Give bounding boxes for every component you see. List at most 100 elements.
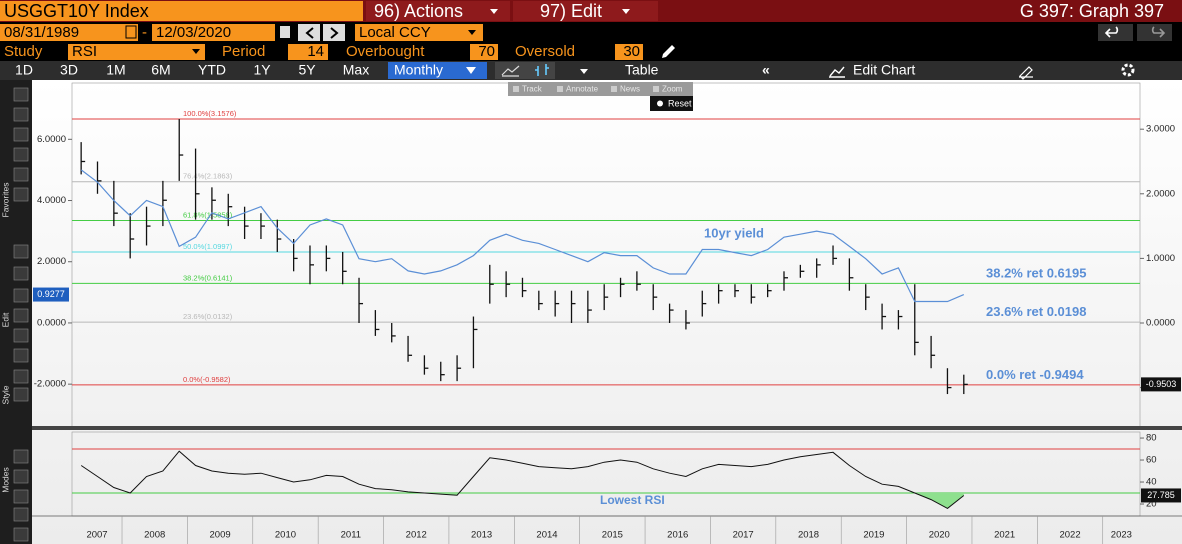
graph-title: G 397: Graph 397 <box>1020 1 1164 21</box>
retracement-label: 50.0%(1.0997) <box>183 242 233 251</box>
yield-line <box>80 169 965 303</box>
sidebar-icon[interactable] <box>13 449 29 464</box>
x-tick-label: 2020 <box>929 530 950 541</box>
sidebar-icon[interactable] <box>13 167 29 182</box>
sidebar-label: Modes <box>0 467 10 493</box>
dropdown-arrow <box>622 9 630 14</box>
period-label: Period <box>222 43 265 60</box>
dropdown-arrow <box>490 9 498 14</box>
x-tick-label: 2022 <box>1059 530 1080 541</box>
tool-icon <box>513 86 519 92</box>
y2-tick-label: 2.0000 <box>1146 188 1175 199</box>
sidebar-icon[interactable] <box>13 489 29 504</box>
x-tick-label: 2009 <box>210 530 231 541</box>
period: 14 <box>307 43 324 60</box>
range-button[interactable]: YTD <box>198 62 226 78</box>
x-tick-label: 2012 <box>406 530 427 541</box>
rsi-line <box>80 450 965 509</box>
pencil-icon[interactable] <box>662 45 675 58</box>
y-tick-label: 6.0000 <box>37 134 66 145</box>
calendar-icon[interactable] <box>280 26 290 38</box>
retracement-annotation: 38.2% ret 0.6195 <box>986 265 1086 280</box>
tool-button[interactable]: News <box>620 85 640 94</box>
retracement-label: 38.2%(0.6141) <box>183 273 233 282</box>
sidebar-icon[interactable] <box>13 328 29 343</box>
tool-button[interactable]: Annotate <box>566 85 599 94</box>
series-annotation: 10yr yield <box>704 225 764 240</box>
start-date: 08/31/1989 <box>4 24 79 41</box>
line-icon <box>501 65 520 77</box>
tool-button[interactable]: Zoom <box>662 85 683 94</box>
sidebar-label: Favorites <box>0 183 10 218</box>
draw-icon[interactable] <box>1019 66 1033 80</box>
next-button[interactable] <box>323 24 345 41</box>
sidebar-icon[interactable] <box>13 87 29 102</box>
sidebar-icon[interactable] <box>13 244 29 259</box>
period-box[interactable] <box>288 44 328 60</box>
date-bar <box>0 22 1182 42</box>
sidebar-icon[interactable] <box>13 348 29 363</box>
range-button[interactable]: 3D <box>60 62 78 78</box>
x-tick-label: 2013 <box>471 530 492 541</box>
rsi-tick-label: 40 <box>1146 477 1157 488</box>
y2-tick-label: 3.0000 <box>1146 124 1175 135</box>
start-date-box[interactable] <box>0 24 138 41</box>
actions-label: 96) Actions <box>374 1 463 21</box>
edit-button[interactable] <box>513 1 658 21</box>
current-value-box <box>1141 488 1181 503</box>
range-button[interactable]: 5Y <box>298 62 316 78</box>
frequency: Monthly <box>394 62 443 78</box>
y2-tick-label: 0.0000 <box>1146 318 1175 329</box>
table-button[interactable]: Table <box>625 62 659 78</box>
overbought: 70 <box>478 43 495 60</box>
sidebar-icon[interactable] <box>13 187 29 202</box>
sidebar-icon[interactable] <box>13 469 29 484</box>
dropdown-arrow <box>468 30 476 35</box>
sidebar-icon[interactable] <box>13 308 29 323</box>
current-value-box <box>1141 377 1181 392</box>
annotation-toolbar <box>508 82 693 96</box>
sidebar-icon[interactable] <box>13 369 29 384</box>
rsi-tick-label: 20 <box>1146 499 1157 510</box>
y2-tick-label: 1.0000 <box>1146 253 1175 264</box>
edit-chart-button[interactable]: Edit Chart <box>853 62 915 78</box>
sidebar-icon[interactable] <box>13 266 29 281</box>
sidebar-icon[interactable] <box>13 127 29 142</box>
rsi-annotation: Lowest RSI <box>600 493 665 507</box>
sidebar-icon[interactable] <box>13 527 29 542</box>
reset-button[interactable] <box>650 96 693 111</box>
collapse-icon[interactable]: « <box>762 62 770 78</box>
x-tick-label: 2019 <box>863 530 884 541</box>
current-value: -0.9503 <box>1146 379 1177 389</box>
bar-icon <box>535 64 549 76</box>
calendar-icon[interactable] <box>125 25 137 39</box>
sidebar-icon[interactable] <box>13 107 29 122</box>
undo-icon <box>1104 26 1119 38</box>
range-button[interactable]: Max <box>343 62 369 78</box>
sidebar-icon[interactable] <box>13 387 29 402</box>
overbought-box[interactable] <box>470 44 498 60</box>
sidebar-icon[interactable] <box>13 507 29 522</box>
sidebar-icon[interactable] <box>13 288 29 303</box>
currency-box[interactable] <box>355 24 483 41</box>
ticker-box[interactable] <box>0 1 363 21</box>
actions-button[interactable] <box>366 1 510 21</box>
next-icon <box>330 27 339 39</box>
oversold-box[interactable] <box>615 44 643 60</box>
sidebar-icon[interactable] <box>13 147 29 162</box>
range-button[interactable]: 1D <box>15 62 33 78</box>
study-box[interactable] <box>68 44 205 60</box>
reset-icon <box>657 100 663 107</box>
end-date-box[interactable] <box>152 24 275 41</box>
frequency-button[interactable] <box>388 62 487 79</box>
y-tick-label: 0.0000 <box>37 317 66 328</box>
range-button[interactable]: 1Y <box>253 62 271 78</box>
dropdown-arrow <box>466 67 476 74</box>
tool-button[interactable]: Track <box>522 85 543 94</box>
range-button[interactable]: 6M <box>151 62 170 78</box>
x-tick-label: 2014 <box>536 530 557 541</box>
chart-type-button[interactable] <box>495 62 555 79</box>
settings-icon[interactable] <box>1121 63 1135 77</box>
range-button[interactable]: 1M <box>106 62 125 78</box>
